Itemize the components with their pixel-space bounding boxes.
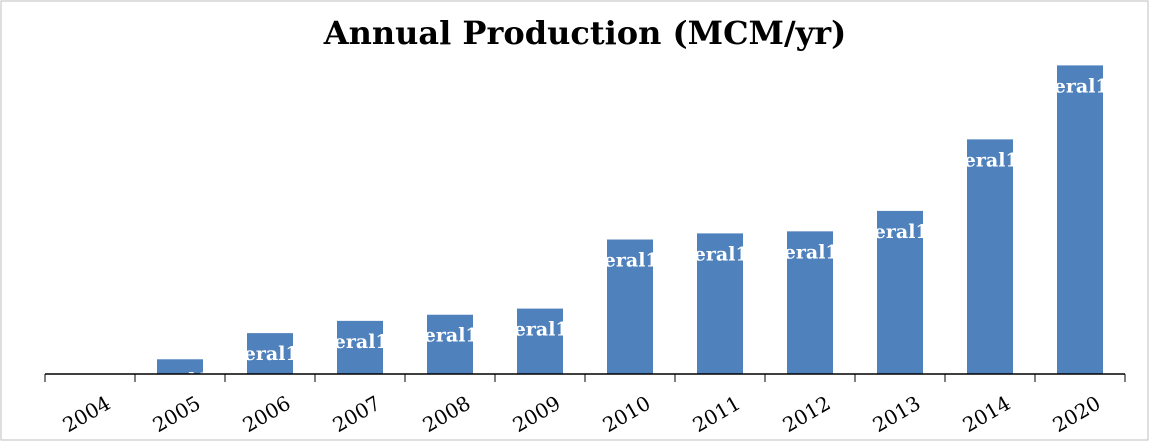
data-label: General1036: [112, 369, 249, 391]
data-label: General1574: [922, 149, 1059, 171]
bar: [967, 139, 1013, 374]
data-label: General1344: [652, 243, 789, 265]
bar: [607, 239, 653, 374]
bar: [697, 233, 743, 374]
data-label: General1399: [832, 221, 969, 243]
data-label: General1160: [472, 319, 609, 341]
data-label: General1130: [292, 331, 429, 353]
bar: [1057, 65, 1103, 375]
bar: [247, 333, 293, 374]
data-label: General1100: [202, 343, 339, 365]
bar: [517, 308, 563, 374]
data-label: General1755: [1012, 75, 1149, 97]
data-label: General1349: [742, 241, 879, 263]
bar: [427, 314, 473, 374]
bar: [337, 320, 383, 374]
bar: [787, 231, 833, 374]
data-label: General1145: [382, 325, 519, 347]
bar: [157, 359, 203, 374]
bar: [877, 210, 923, 374]
data-label: General1329: [562, 250, 699, 272]
chart-title: Annual Production (MCM/yr): [323, 14, 846, 52]
